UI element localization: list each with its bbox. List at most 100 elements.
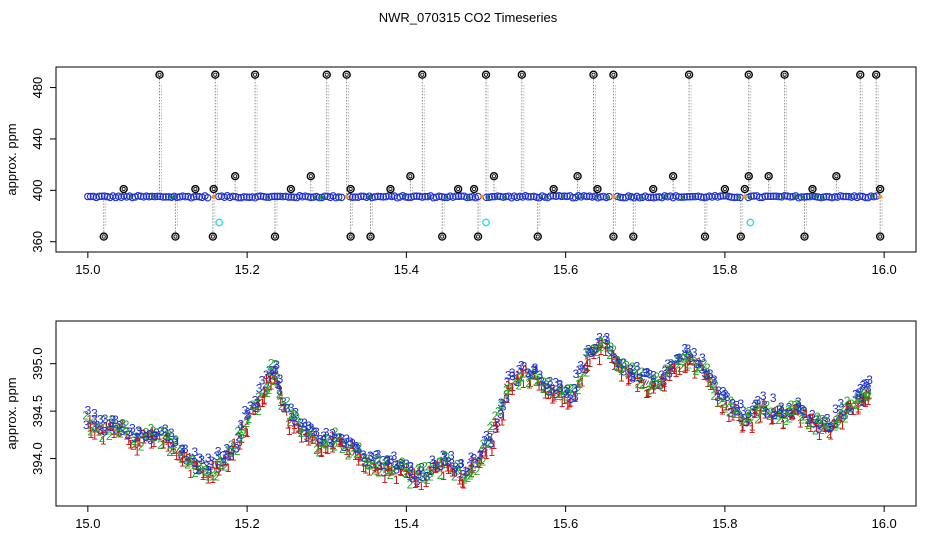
digit-marker: 2 <box>93 422 100 436</box>
digit-marker: 2 <box>549 387 556 401</box>
digit-marker: 1 <box>426 463 433 477</box>
digit-marker: 3 <box>572 390 579 404</box>
digit-marker: 1 <box>103 419 110 433</box>
series-segment <box>520 369 524 381</box>
series-segment <box>809 415 813 423</box>
digit-marker: 1 <box>855 401 862 415</box>
digit-marker: 2 <box>224 443 231 457</box>
digit-marker: 3 <box>262 384 269 398</box>
digit-marker: 1 <box>527 376 534 390</box>
digit-marker: 3 <box>256 382 263 396</box>
digit-marker: 1 <box>598 337 605 351</box>
digit-marker: 2 <box>331 439 338 453</box>
series-segment <box>103 430 107 434</box>
digit-marker: 2 <box>274 371 281 385</box>
digit-marker: 2 <box>857 392 864 406</box>
series-segment <box>231 450 234 452</box>
series-segment <box>798 412 802 415</box>
digit-marker: 2 <box>492 409 499 423</box>
data-point <box>412 192 421 200</box>
series-segment <box>723 394 727 400</box>
digit-marker: 3 <box>384 454 391 468</box>
digit-marker: 3 <box>710 374 717 388</box>
digit-marker: 1 <box>482 445 489 459</box>
outlier-point <box>549 184 558 194</box>
series-segment <box>525 370 529 379</box>
digit-marker: 3 <box>213 449 220 463</box>
digit-marker: 1 <box>572 389 579 403</box>
digit-marker: 3 <box>215 445 222 459</box>
digit-marker: 1 <box>586 356 593 370</box>
data-point <box>229 192 237 201</box>
digit-marker: 3 <box>107 420 114 434</box>
digit-marker: 2 <box>190 453 197 467</box>
series-segment <box>400 469 404 474</box>
digit-marker: 2 <box>838 401 845 415</box>
digit-marker: 1 <box>107 420 114 434</box>
digit-marker: 1 <box>723 399 730 413</box>
digit-marker: 1 <box>238 419 245 433</box>
digit-marker: 3 <box>855 388 862 402</box>
digit-marker: 1 <box>676 364 683 378</box>
digit-marker: 2 <box>444 450 451 464</box>
digit-marker: 3 <box>398 459 405 473</box>
outlier-point-inner <box>595 187 600 192</box>
digit-marker: 3 <box>509 366 516 380</box>
outlier-point-inner <box>738 234 743 239</box>
digit-marker: 1 <box>226 449 233 463</box>
digit-marker: 2 <box>399 458 406 472</box>
digit-marker: 2 <box>786 412 793 426</box>
digit-marker: 3 <box>582 362 589 376</box>
digit-marker: 3 <box>666 367 673 381</box>
digit-marker: 3 <box>247 399 254 413</box>
digit-marker: 3 <box>243 409 250 423</box>
series-segment <box>680 354 684 360</box>
data-point <box>440 193 449 202</box>
digit-marker: 3 <box>786 400 793 414</box>
digit-marker: 3 <box>108 416 115 430</box>
series-segment <box>562 395 565 398</box>
digit-marker: 3 <box>681 341 688 355</box>
series-segment <box>557 390 561 394</box>
data-point <box>856 192 864 200</box>
digit-marker: 3 <box>252 394 259 408</box>
series-segment <box>416 471 420 479</box>
gap-marker <box>211 194 216 199</box>
digit-marker: 2 <box>255 390 262 404</box>
data-point <box>401 193 410 201</box>
series-segment <box>527 369 531 381</box>
digit-marker: 1 <box>281 401 288 415</box>
series-segment <box>391 463 395 467</box>
digit-marker: 1 <box>628 369 635 383</box>
series-segment <box>771 408 775 412</box>
digit-marker: 1 <box>309 432 316 446</box>
series-segment <box>661 376 665 380</box>
series-segment <box>214 463 218 470</box>
digit-marker: 1 <box>797 417 804 431</box>
series-segment <box>332 436 336 440</box>
series-segment <box>372 459 377 466</box>
series-segment <box>657 385 661 389</box>
data-point <box>334 193 343 201</box>
digit-marker: 2 <box>356 446 363 460</box>
data-point <box>649 194 658 202</box>
digit-marker: 1 <box>371 460 378 474</box>
outlier-point-inner <box>440 234 445 239</box>
y-tick-label: 394.5 <box>30 395 45 428</box>
digit-marker: 1 <box>780 418 787 432</box>
digit-marker: 1 <box>338 436 345 450</box>
series-segment <box>655 384 659 391</box>
series-segment <box>443 460 447 470</box>
digit-marker: 1 <box>662 370 669 384</box>
digit-marker: 2 <box>112 423 119 437</box>
digit-marker: 1 <box>809 411 816 425</box>
digit-marker: 1 <box>187 467 194 481</box>
digit-marker: 1 <box>244 426 251 440</box>
digit-marker: 2 <box>759 403 766 417</box>
digit-marker: 2 <box>503 388 510 402</box>
digit-marker: 1 <box>385 459 392 473</box>
digit-marker: 1 <box>193 459 200 473</box>
series-segment <box>110 425 114 431</box>
digit-marker: 2 <box>218 456 225 470</box>
digit-marker: 1 <box>719 403 726 417</box>
